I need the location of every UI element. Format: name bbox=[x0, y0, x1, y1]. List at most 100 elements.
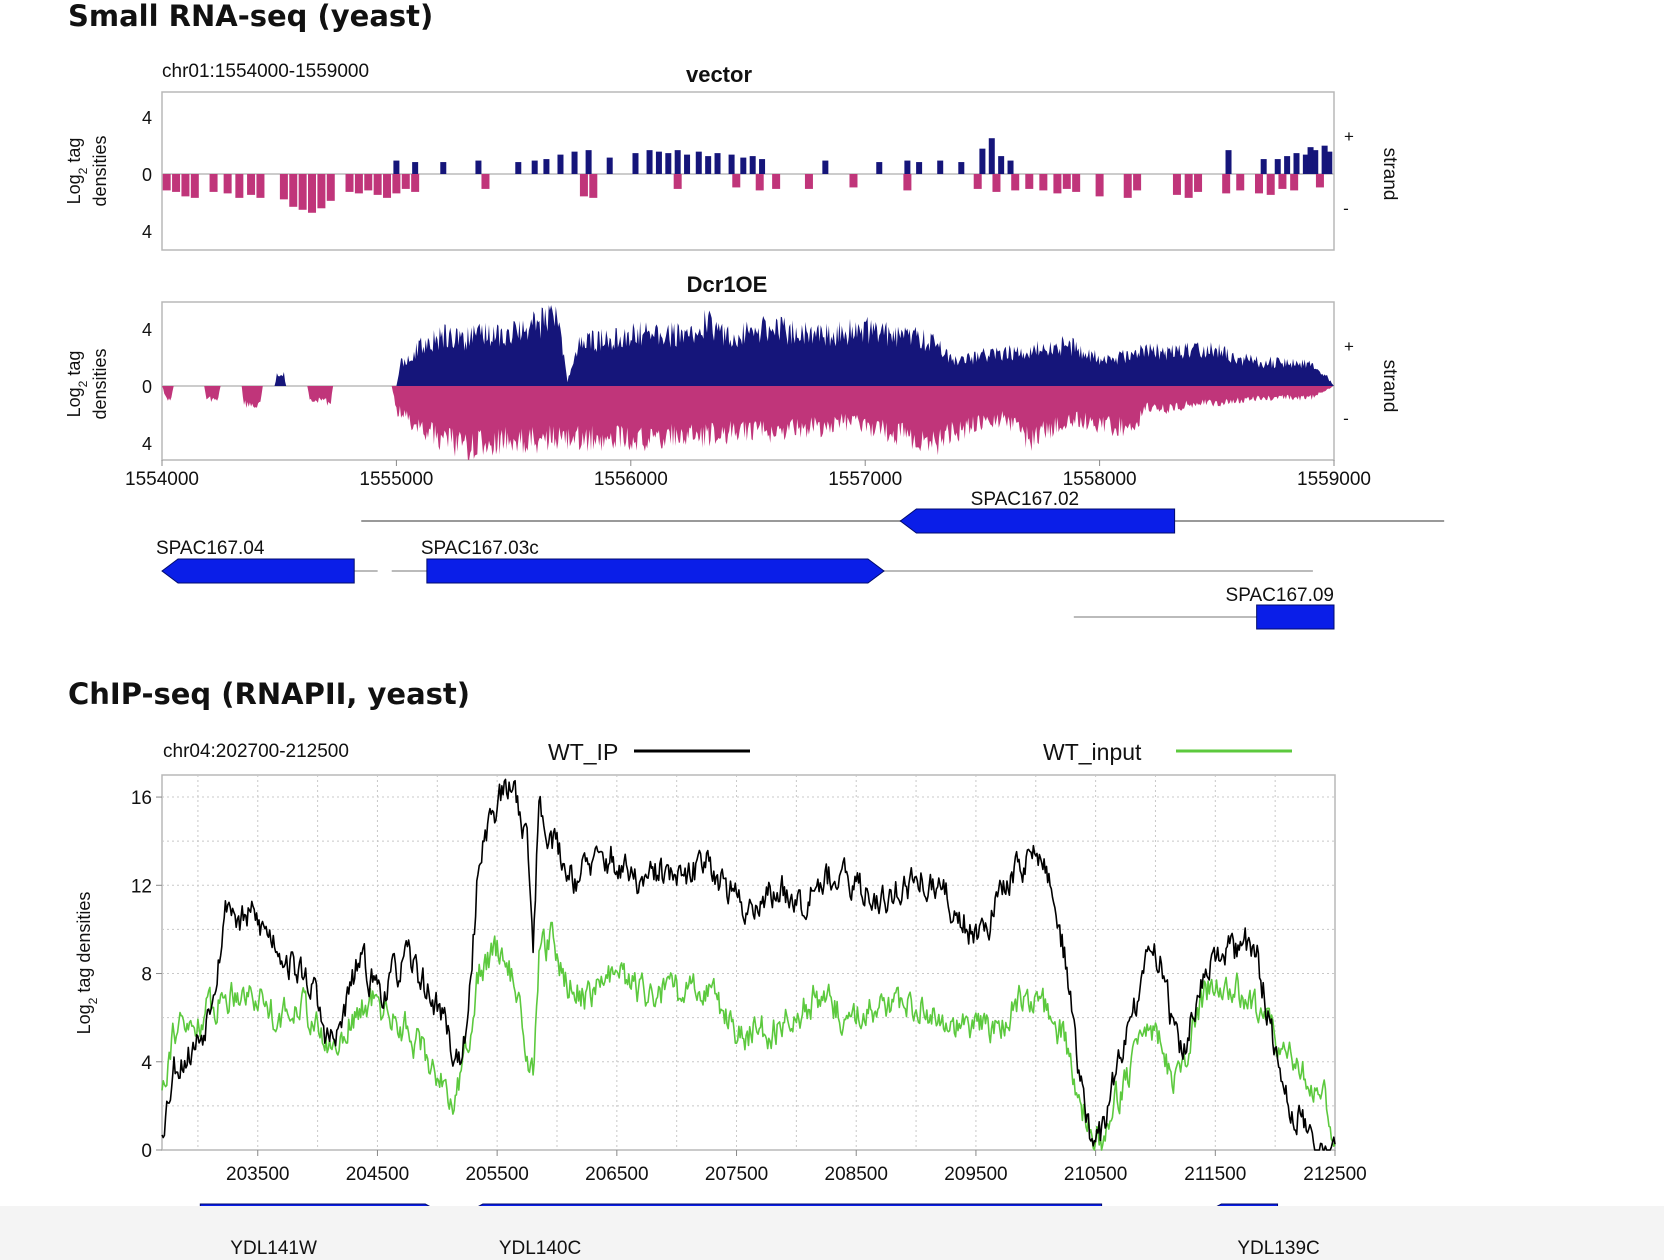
vector-ylabel-rest: tag bbox=[64, 138, 84, 168]
vector-plus-bar bbox=[1307, 147, 1314, 174]
vector-minus-bar bbox=[1290, 174, 1299, 191]
vector-plus-bar bbox=[557, 154, 564, 174]
dcr1oe-title: Dcr1OE bbox=[687, 272, 768, 297]
vector-region-label: chr01:1554000-1559000 bbox=[162, 61, 369, 82]
vector-minus-bar bbox=[1236, 174, 1245, 191]
vector-plus-bar bbox=[684, 154, 691, 174]
dcr1oe-ylabel-line2: densities bbox=[90, 348, 110, 419]
vector-y-axis-label: Log2 tag densities bbox=[64, 135, 110, 206]
vector-minus-bar bbox=[298, 174, 307, 210]
rna-gene-body bbox=[426, 558, 885, 584]
vector-minus-bar bbox=[1194, 174, 1203, 192]
vector-plus-bar bbox=[655, 151, 662, 174]
chip-plot-frame bbox=[161, 774, 1336, 1151]
vector-plus-bar bbox=[958, 162, 965, 174]
vector-plus-bar bbox=[714, 153, 721, 174]
vector-plus-bar bbox=[1225, 150, 1232, 174]
dcr1oe-ytick-top: 4 bbox=[142, 320, 152, 340]
wt-input-line bbox=[161, 921, 1336, 1151]
vector-plus-bar bbox=[988, 138, 995, 174]
dcr1oe-minus-area bbox=[162, 386, 1334, 461]
dcr1oe-ylabel-rest: tag bbox=[64, 351, 84, 381]
vector-plus-bar bbox=[646, 150, 653, 174]
dcr1oe-plot-frame bbox=[161, 301, 1335, 461]
vector-minus-bar bbox=[1062, 174, 1071, 189]
wt-ip-line bbox=[161, 778, 1336, 1151]
rna-xtick-label: 1559000 bbox=[1297, 469, 1371, 490]
chip-ylabel-rest: tag densities bbox=[74, 892, 94, 998]
vector-minus-bar bbox=[279, 174, 288, 200]
dcr1oe-panel: Dcr1OE 4 0 4 Log2 tag densities + - stra… bbox=[64, 272, 1400, 461]
vector-plus-bar bbox=[728, 154, 735, 174]
vector-minus-bar bbox=[383, 174, 392, 198]
chip-ytick-label: 16 bbox=[131, 788, 152, 809]
vector-minus-bar bbox=[364, 174, 373, 191]
chip-xtick-label: 210500 bbox=[1064, 1164, 1127, 1185]
svg-text:Log2 tag: Log2 tag bbox=[64, 351, 90, 418]
vector-minus-bar bbox=[190, 174, 199, 198]
vector-minus-bar bbox=[1278, 174, 1287, 189]
vector-minus-bar bbox=[247, 174, 256, 195]
vector-plus-bar bbox=[515, 162, 522, 174]
vector-plus-bar bbox=[904, 160, 911, 174]
rna-gene-body bbox=[161, 558, 355, 584]
chip-gene-labels: YDL141W YDL140C YDL139C bbox=[230, 1238, 1319, 1259]
vector-plus-bar bbox=[1321, 145, 1328, 174]
vector-minus-bar bbox=[772, 174, 781, 189]
rna-gene-body bbox=[899, 508, 1176, 534]
vector-minus-bar bbox=[392, 174, 401, 194]
vector-plus-bar bbox=[440, 162, 447, 174]
vector-plus-bar bbox=[740, 157, 747, 174]
dcr1oe-strand-label: strand bbox=[1379, 360, 1400, 413]
dcr1oe-density-fill bbox=[162, 305, 1334, 461]
rna-gene-label: SPAC167.09 bbox=[1226, 585, 1334, 606]
vector-plus-bar bbox=[571, 151, 578, 174]
chip-ylabel-sub: 2 bbox=[86, 997, 100, 1004]
vector-minus-bar bbox=[1053, 174, 1062, 194]
vector-minus-bar bbox=[354, 174, 363, 194]
vector-minus-bar bbox=[973, 174, 982, 189]
vector-minus-bar bbox=[1025, 174, 1034, 189]
vector-plus-bar bbox=[1293, 153, 1300, 174]
vector-minus-bar bbox=[1184, 174, 1193, 198]
dcr1oe-ytick-bottom: 4 bbox=[142, 434, 152, 454]
vector-ytick-top: 4 bbox=[142, 108, 152, 128]
vector-minus-label: - bbox=[1343, 199, 1349, 218]
vector-minus-bar bbox=[223, 174, 232, 194]
vector-minus-bar bbox=[401, 174, 410, 189]
vector-plus-bar bbox=[1007, 160, 1014, 174]
vector-minus-bar bbox=[804, 174, 813, 189]
vector-plus-bar bbox=[1260, 159, 1267, 174]
vector-minus-bar bbox=[1123, 174, 1132, 198]
vector-ytick-zero: 0 bbox=[142, 165, 152, 185]
vector-panel: chr01:1554000-1559000 vector 4 0 4 Log2 … bbox=[64, 61, 1400, 251]
chip-ytick-label: 4 bbox=[141, 1053, 152, 1074]
rna-xtick-label: 1554000 bbox=[125, 469, 199, 490]
rna-gene-body bbox=[1256, 604, 1335, 630]
vector-minus-bar bbox=[1133, 174, 1142, 191]
vector-plus-bar bbox=[543, 159, 550, 174]
chip-gene-label: YDL140C bbox=[499, 1238, 581, 1259]
vector-minus-bar bbox=[481, 174, 490, 189]
vector-minus-bar bbox=[1072, 174, 1081, 192]
vector-minus-bar bbox=[579, 174, 588, 197]
rna-gene-label: SPAC167.02 bbox=[971, 489, 1079, 510]
vector-plus-bar bbox=[1274, 159, 1281, 174]
vector-minus-bar bbox=[1039, 174, 1048, 191]
vector-minus-bar bbox=[411, 174, 420, 192]
vector-minus-bar bbox=[289, 174, 298, 207]
vector-strand-label: strand bbox=[1379, 148, 1400, 201]
chip-y-axis-label: Log2 tag densities bbox=[74, 892, 100, 1035]
vector-minus-bar bbox=[849, 174, 858, 188]
rna-gene-track: SPAC167.02 SPAC167.04 SPAC167.03c SPAC167.0… bbox=[156, 489, 1445, 630]
vector-plus-bar bbox=[393, 160, 400, 174]
vector-minus-bar bbox=[172, 174, 181, 192]
chip-region-label: chr04:202700-212500 bbox=[163, 741, 349, 762]
vector-minus-bar bbox=[1222, 174, 1231, 194]
chip-xtick-label: 203500 bbox=[226, 1164, 289, 1185]
vector-minus-bar bbox=[1095, 174, 1104, 197]
vector-minus-bar bbox=[732, 174, 741, 188]
vector-minus-bar bbox=[209, 174, 218, 192]
chip-xtick-label: 207500 bbox=[705, 1164, 768, 1185]
vector-minus-bar bbox=[162, 174, 171, 191]
